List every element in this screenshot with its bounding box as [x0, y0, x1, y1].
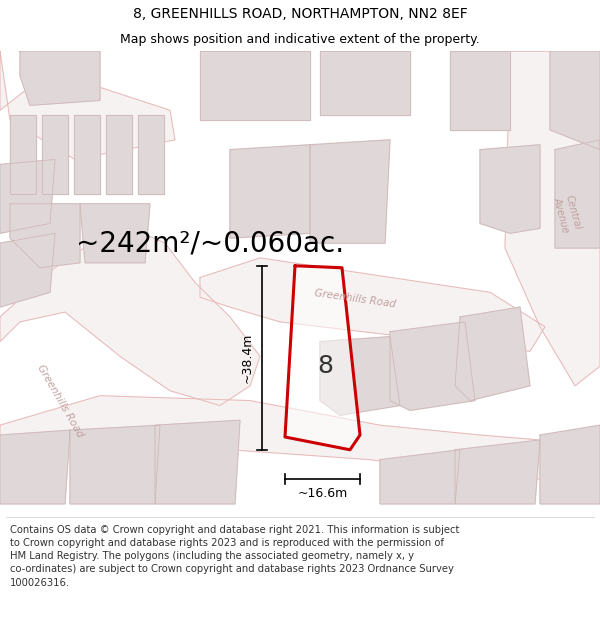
- Polygon shape: [230, 145, 310, 238]
- Polygon shape: [320, 337, 400, 416]
- Text: 8, GREENHILLS ROAD, NORTHAMPTON, NN2 8EF: 8, GREENHILLS ROAD, NORTHAMPTON, NN2 8EF: [133, 8, 467, 21]
- Polygon shape: [450, 51, 510, 130]
- Polygon shape: [285, 266, 360, 450]
- Polygon shape: [540, 425, 600, 504]
- Text: Greenhills Road: Greenhills Road: [314, 289, 397, 310]
- Polygon shape: [80, 204, 150, 263]
- Text: 8: 8: [317, 354, 333, 378]
- Text: Greenhills Road: Greenhills Road: [35, 362, 85, 439]
- Polygon shape: [0, 430, 70, 504]
- Polygon shape: [380, 450, 460, 504]
- Polygon shape: [70, 425, 160, 504]
- Polygon shape: [200, 51, 310, 120]
- Polygon shape: [310, 140, 390, 243]
- Polygon shape: [390, 322, 475, 411]
- Polygon shape: [455, 307, 530, 401]
- Polygon shape: [106, 115, 132, 194]
- Text: Contains OS data © Crown copyright and database right 2021. This information is : Contains OS data © Crown copyright and d…: [10, 525, 459, 588]
- Polygon shape: [320, 51, 410, 115]
- Polygon shape: [155, 420, 240, 504]
- Text: ~38.4m: ~38.4m: [241, 332, 254, 383]
- Polygon shape: [200, 258, 545, 351]
- Text: Map shows position and indicative extent of the property.: Map shows position and indicative extent…: [120, 34, 480, 46]
- Polygon shape: [20, 51, 100, 106]
- Polygon shape: [0, 396, 600, 484]
- Polygon shape: [455, 440, 540, 504]
- Polygon shape: [0, 233, 55, 307]
- Polygon shape: [550, 51, 600, 149]
- Polygon shape: [10, 204, 80, 268]
- Polygon shape: [480, 145, 540, 233]
- Polygon shape: [0, 51, 175, 159]
- Polygon shape: [555, 140, 600, 248]
- Text: ~242m²/~0.060ac.: ~242m²/~0.060ac.: [76, 229, 344, 257]
- Polygon shape: [74, 115, 100, 194]
- Polygon shape: [138, 115, 164, 194]
- Text: ~16.6m: ~16.6m: [298, 487, 347, 499]
- Polygon shape: [42, 115, 68, 194]
- Text: Central
Avenue: Central Avenue: [552, 193, 582, 234]
- Polygon shape: [505, 51, 600, 386]
- Polygon shape: [0, 224, 260, 406]
- Polygon shape: [10, 115, 36, 194]
- Polygon shape: [0, 159, 55, 233]
